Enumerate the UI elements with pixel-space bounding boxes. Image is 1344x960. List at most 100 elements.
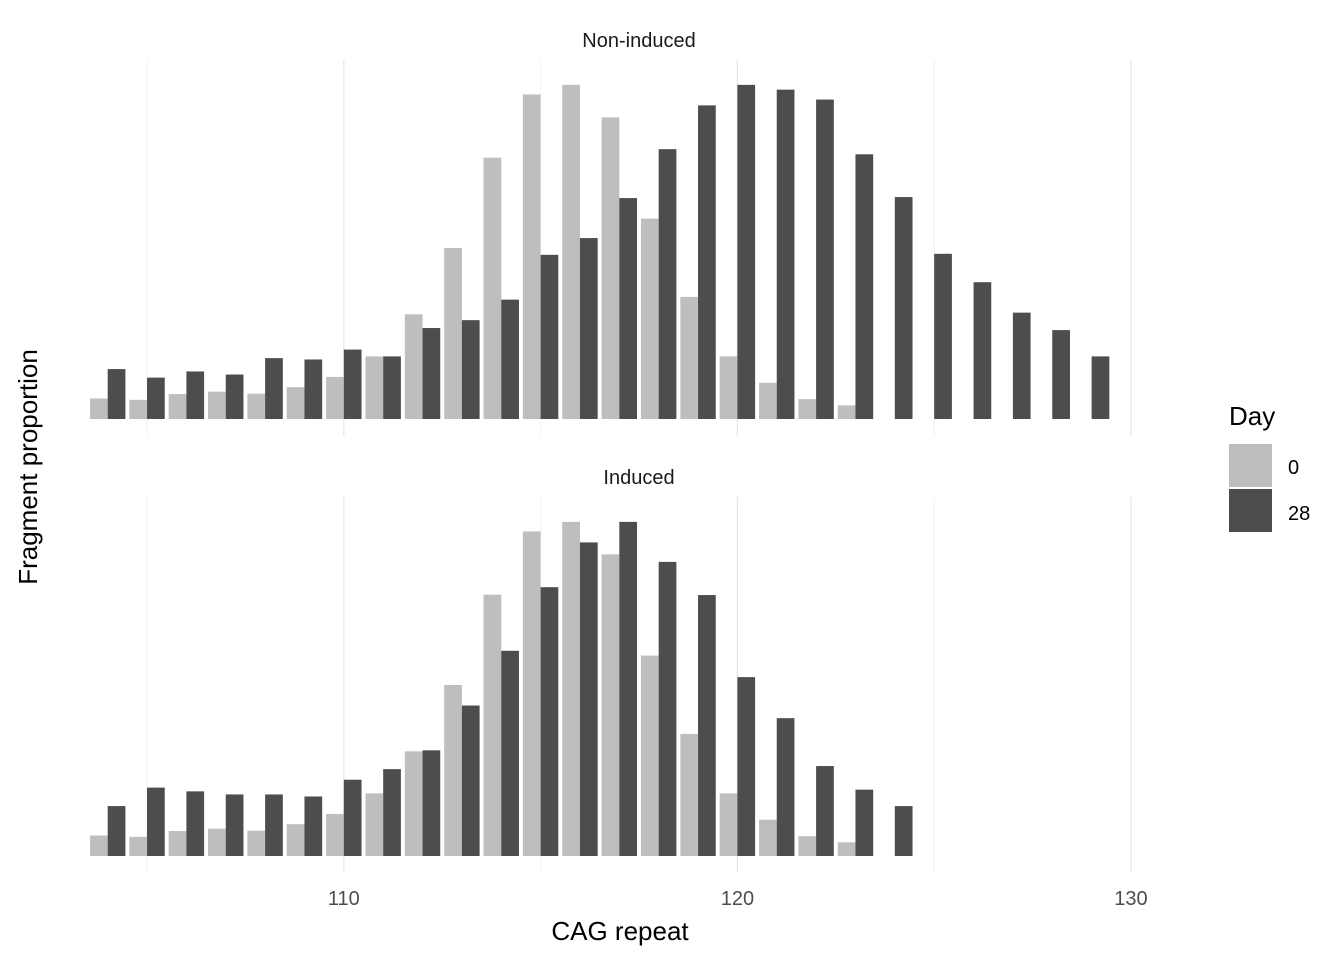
bar-non-induced-day-28-114 <box>501 299 519 419</box>
bar-non-induced-day-0-106 <box>168 394 187 419</box>
bar-non-induced-day-28-122 <box>816 99 834 419</box>
bar-induced-day-28-121 <box>776 718 795 856</box>
panel-induced: Induced <box>89 467 1132 873</box>
bar-non-induced-day-0-104 <box>89 398 108 419</box>
bar-non-induced-day-0-120 <box>719 356 738 419</box>
bar-induced-day-28-123 <box>855 789 874 856</box>
x-tick-label-120: 120 <box>721 888 754 910</box>
bar-induced-day-0-113 <box>444 685 462 856</box>
bar-non-induced-day-28-118 <box>658 149 677 419</box>
bar-non-induced-day-0-123 <box>837 405 856 419</box>
bar-non-induced-day-28-109 <box>304 359 323 419</box>
bar-non-induced-day-28-106 <box>186 371 205 419</box>
x-axis-title: CAG repeat <box>551 916 689 946</box>
bar-induced-day-28-110 <box>343 779 362 856</box>
bar-non-induced-day-0-108 <box>247 393 266 419</box>
bar-non-induced-day-28-126 <box>973 282 992 419</box>
bar-induced-day-28-109 <box>304 796 323 856</box>
bar-non-induced-day-0-114 <box>483 157 502 419</box>
legend-key-day-28 <box>1229 489 1272 532</box>
panel-title-non-induced: Non-induced <box>582 30 695 52</box>
bar-non-induced-day-0-107 <box>208 391 226 419</box>
panel-title-induced: Induced <box>603 467 674 489</box>
x-axis: 110 120 130 <box>328 888 1148 910</box>
bar-induced-day-28-115 <box>540 587 559 856</box>
bar-non-induced-day-28-110 <box>343 349 362 419</box>
bar-induced-day-28-104 <box>107 806 126 856</box>
bar-induced-day-28-107 <box>225 794 244 856</box>
legend-label-day-28: 28 <box>1288 503 1310 525</box>
bar-induced-day-0-114 <box>483 594 502 856</box>
bar-non-induced-day-0-122 <box>798 399 817 419</box>
bar-induced-day-28-105 <box>147 787 165 856</box>
bar-induced-day-28-106 <box>186 791 205 856</box>
bar-induced-day-28-113 <box>461 705 480 856</box>
bar-non-induced-day-28-125 <box>934 253 952 419</box>
bar-induced-day-28-119 <box>698 595 716 856</box>
bar-non-induced-day-0-105 <box>129 399 148 419</box>
bar-induced-day-0-108 <box>247 830 266 856</box>
bar-non-induced-day-28-124 <box>894 197 913 419</box>
bar-induced-day-0-107 <box>208 828 226 856</box>
bar-non-induced-day-0-115 <box>522 94 541 419</box>
bar-induced-day-28-116 <box>579 542 598 856</box>
bar-induced-day-0-122 <box>798 836 817 856</box>
bar-induced-day-0-123 <box>837 842 856 856</box>
bar-induced-day-28-112 <box>422 750 441 856</box>
bar-induced-day-28-120 <box>737 677 756 856</box>
bar-non-induced-day-0-110 <box>326 376 344 419</box>
bar-induced-day-0-120 <box>719 793 738 856</box>
bar-non-induced-day-28-127 <box>1012 312 1031 419</box>
bar-non-induced-day-28-121 <box>776 89 795 420</box>
bar-induced-day-0-118 <box>640 655 659 856</box>
x-tick-label-130: 130 <box>1114 888 1147 910</box>
bar-induced-day-0-119 <box>680 733 699 856</box>
bar-non-induced-day-28-112 <box>422 328 441 419</box>
bar-non-induced-day-28-104 <box>107 369 126 419</box>
y-axis-title: Fragment proportion <box>13 349 43 585</box>
x-tick-label-110: 110 <box>328 888 360 910</box>
bar-non-induced-day-0-111 <box>365 356 384 419</box>
bar-non-induced-day-28-108 <box>265 358 283 419</box>
bar-induced-day-0-116 <box>562 521 580 856</box>
legend-title: Day <box>1229 401 1275 431</box>
bar-non-induced-day-28-117 <box>619 198 638 419</box>
bar-induced-day-28-111 <box>383 769 401 856</box>
legend: Day 0 28 <box>1229 401 1310 532</box>
bar-induced-day-0-115 <box>522 531 541 856</box>
facet-panels: Non-induced Induced <box>89 30 1132 873</box>
bar-non-induced-day-0-113 <box>444 248 462 419</box>
bar-induced-day-0-110 <box>326 813 344 856</box>
legend-key-day-0 <box>1229 444 1272 487</box>
bar-non-induced-day-28-119 <box>698 105 716 419</box>
bar-induced-day-0-111 <box>365 793 384 856</box>
bar-non-induced-day-28-129 <box>1091 356 1110 419</box>
bar-non-induced-day-28-111 <box>383 356 401 419</box>
bar-induced-day-28-118 <box>658 561 677 856</box>
bar-induced-day-0-112 <box>404 751 423 856</box>
bar-non-induced-day-28-120 <box>737 84 756 420</box>
bar-non-induced-day-28-115 <box>540 254 559 419</box>
bar-non-induced-day-28-116 <box>579 238 598 419</box>
bar-non-induced-day-28-105 <box>147 377 165 419</box>
panel-non-induced: Non-induced <box>89 30 1132 436</box>
bar-non-induced-day-0-117 <box>601 117 620 420</box>
bar-non-induced-day-28-128 <box>1052 330 1070 419</box>
bar-induced-day-0-106 <box>168 831 187 856</box>
bar-induced-day-28-122 <box>816 766 834 856</box>
bar-non-induced-day-28-113 <box>461 320 480 419</box>
bar-induced-day-28-117 <box>619 521 638 856</box>
bar-induced-day-28-124 <box>894 806 913 856</box>
bar-induced-day-0-104 <box>89 835 108 856</box>
bar-non-induced-day-28-107 <box>225 374 244 419</box>
bar-induced-day-0-121 <box>759 819 777 856</box>
bar-non-induced-day-28-123 <box>855 154 874 420</box>
bar-induced-day-28-108 <box>265 794 283 856</box>
bar-induced-day-28-114 <box>501 650 519 856</box>
bar-non-induced-day-0-109 <box>286 387 305 419</box>
bar-non-induced-day-0-119 <box>680 296 699 419</box>
bar-non-induced-day-0-118 <box>640 218 659 419</box>
bar-induced-day-0-117 <box>601 554 620 856</box>
bar-induced-day-0-105 <box>129 836 148 856</box>
